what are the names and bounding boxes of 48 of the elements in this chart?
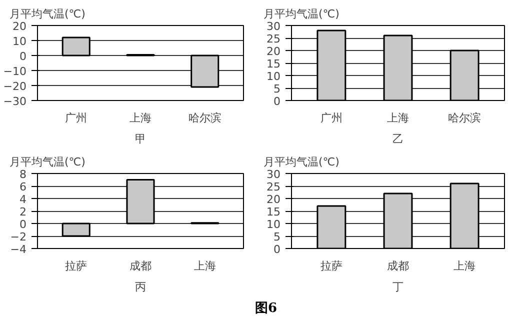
y-tick-label: 0 — [274, 95, 280, 108]
y-tick-label: 30 — [266, 168, 281, 181]
y-axis-title: 月平均气温(℃) — [10, 156, 86, 168]
y-tick-label: 25 — [266, 32, 281, 46]
x-tick-label: 拉萨 — [65, 260, 88, 272]
y-tick-label: 30 — [266, 20, 281, 33]
y-tick-label: 20 — [266, 45, 281, 58]
x-tick-label: 上海 — [130, 112, 152, 124]
y-tick-label: 0 — [274, 243, 280, 256]
x-axis-title: 甲 — [135, 132, 146, 146]
y-tick-label: 0 — [20, 50, 26, 63]
y-tick-label: 15 — [266, 206, 281, 218]
x-tick-label: 哈尔滨 — [448, 112, 482, 124]
y-tick-label: 10 — [266, 218, 281, 231]
y-tick-label: −4 — [10, 243, 27, 256]
y-axis-title: 月平均气温(℃) — [264, 8, 340, 20]
y-tick-label: 4 — [20, 193, 26, 206]
y-tick-label: −30 — [3, 95, 27, 108]
x-tick-label: 成都 — [387, 260, 409, 272]
y-tick-label: −10 — [3, 65, 27, 78]
x-tick-label: 上海 — [194, 260, 216, 272]
x-axis-title: 乙 — [392, 132, 404, 146]
y-tick-label: 5 — [274, 230, 280, 244]
y-tick-label: 20 — [12, 20, 27, 33]
y-tick-label: 8 — [20, 168, 26, 181]
y-axis-title: 月平均气温(℃) — [264, 156, 340, 168]
y-axis-title: 月平均气温(℃) — [10, 8, 86, 20]
y-tick-label: 5 — [274, 82, 280, 96]
y-tick-label: 10 — [266, 70, 281, 83]
x-tick-label: 成都 — [130, 260, 152, 272]
y-tick-label: 0 — [20, 218, 26, 231]
caption: 图6 — [254, 301, 278, 316]
x-tick-label: 广州 — [65, 112, 88, 124]
x-tick-label: 上海 — [387, 112, 409, 124]
y-tick-label: 10 — [12, 35, 27, 48]
x-tick-label: 哈尔滨 — [188, 112, 222, 124]
x-axis-title: 丁 — [392, 280, 404, 294]
y-tick-label: −2 — [10, 230, 27, 244]
x-tick-label: 广州 — [320, 112, 342, 124]
y-tick-label: −20 — [3, 80, 27, 93]
y-tick-label: 25 — [266, 180, 281, 194]
y-tick-label: 6 — [20, 180, 26, 194]
x-axis-title: 丙 — [135, 280, 146, 294]
y-tick-label: 20 — [266, 193, 281, 206]
y-tick-label: 15 — [266, 58, 281, 70]
y-tick-label: 2 — [20, 206, 26, 218]
x-tick-label: 上海 — [454, 260, 476, 272]
x-tick-label: 拉萨 — [320, 260, 342, 272]
